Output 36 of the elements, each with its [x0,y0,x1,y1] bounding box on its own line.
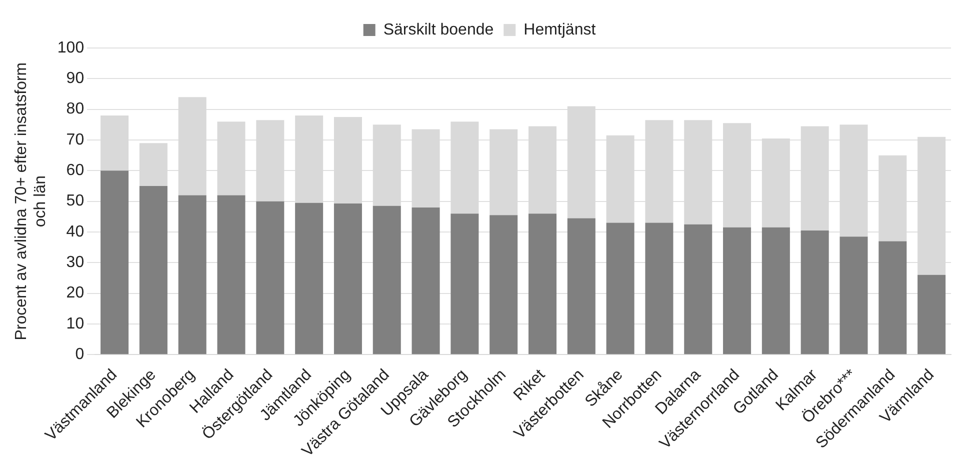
bar [100,170,129,354]
y-axis-title: Procent av avlidna 70+ efter insatsform och län [13,62,50,340]
y-tick-label: 40 [66,223,84,240]
bar [139,186,168,354]
bar [334,203,362,354]
bar [450,214,479,354]
y-tick-label: 70 [66,131,84,148]
bar [528,214,557,354]
y-tick-label: 100 [57,39,84,56]
bar [178,195,206,354]
y-tick-label: 20 [66,284,84,302]
bar [762,227,790,354]
y-tick-label: 90 [66,70,84,88]
y-tick-label: 80 [66,100,84,118]
bar [645,222,674,354]
bar [567,218,596,354]
y-tick-label: 60 [66,162,84,180]
y-tick-label: 0 [75,346,84,364]
bar [217,195,246,354]
bar [412,207,440,354]
bar [295,202,324,354]
legend-label: Särskilt boende [383,21,494,38]
bar [606,222,634,354]
bar [800,230,829,354]
y-tick-label: 10 [66,315,84,332]
bar [684,224,712,354]
bar [918,274,946,354]
y-tick-label: 50 [66,192,84,210]
bar [723,227,752,354]
bar [878,241,907,354]
bar [490,215,518,354]
bar [256,201,284,354]
legend-label: Hemtjänst [524,21,596,38]
y-tick-label: 30 [66,254,84,272]
bar [372,206,401,354]
bar [840,236,868,354]
